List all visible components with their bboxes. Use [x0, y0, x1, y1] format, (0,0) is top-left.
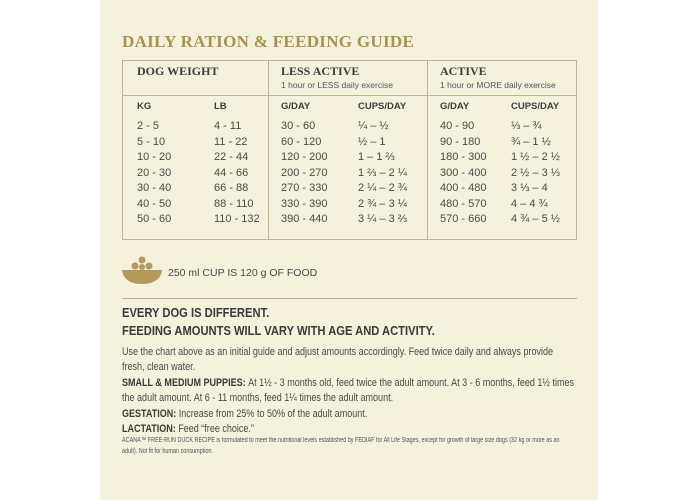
cell: 2 ½ – 3 ⅓: [511, 166, 560, 179]
cell: 4 – 4 ¾: [511, 197, 548, 210]
cell: 10 - 20: [137, 151, 172, 163]
cell: 120 - 200: [281, 151, 328, 163]
cell: 180 - 300: [440, 151, 487, 163]
headline: EVERY DOG IS DIFFERENT.: [122, 305, 270, 320]
group-title: DOG WEIGHT: [137, 64, 219, 78]
cell: 1 ⅔ – 2 ¼: [358, 166, 407, 179]
paragraph: GESTATION: Increase from 25% to 50% of th…: [122, 407, 578, 422]
cell: 3 ⅓ – 4: [511, 182, 548, 194]
cell: 400 - 480: [440, 182, 487, 194]
cell: 66 - 88: [214, 182, 249, 194]
cell: 570 - 660: [440, 213, 487, 225]
panel: [100, 0, 598, 500]
cell: ¾ – 1 ½: [511, 135, 551, 148]
paragraph-label: GESTATION:: [122, 407, 177, 420]
cell: 5 - 10: [137, 135, 166, 148]
group-subtitle: 1 hour or LESS daily exercise: [281, 80, 393, 90]
cell: 22 - 44: [214, 151, 249, 163]
cell: ¼ – ½: [358, 120, 389, 132]
cell: 1 – 1 ⅔: [358, 151, 395, 163]
column-header: KG: [137, 101, 152, 112]
cup-note: 250 ml CUP IS 120 g OF FOOD: [168, 267, 318, 279]
paragraph-text: At 1½ - 3 months old, feed twice the adu…: [122, 376, 574, 405]
group-title: LESS ACTIVE: [281, 64, 360, 78]
paragraph: SMALL & MEDIUM PUPPIES: At 1½ - 3 months …: [122, 376, 578, 407]
cell: 2 ¼ – 2 ¾: [358, 182, 407, 194]
cell: ⅓ – ¾: [511, 120, 542, 132]
divider: [268, 60, 269, 240]
group-title: ACTIVE: [440, 64, 487, 78]
column-header: G/DAY: [440, 101, 470, 112]
cell: 480 - 570: [440, 197, 487, 210]
paragraph: Use the chart above as an initial guide …: [122, 345, 578, 376]
cell: 330 - 390: [281, 197, 328, 210]
cell: 20 - 30: [137, 166, 172, 179]
cell: 300 - 400: [440, 166, 487, 179]
column-header: LB: [214, 101, 227, 112]
cell: ½ – 1: [358, 135, 386, 148]
paragraph-text: Use the chart above as an initial guide …: [122, 346, 554, 374]
divider: [122, 95, 577, 96]
paragraph: LACTATION: Feed “free choice.”: [122, 422, 578, 437]
column-header: G/DAY: [281, 101, 311, 112]
paragraph-text: Increase from 25% to 50% of the adult am…: [178, 407, 368, 420]
cell: 40 - 50: [137, 197, 172, 210]
cell: 60 - 120: [281, 135, 322, 148]
cell: 2 - 5: [137, 120, 160, 132]
divider: [427, 60, 428, 240]
cell: 390 - 440: [281, 213, 328, 225]
cell: 4 ¾ – 5 ½: [511, 213, 560, 225]
cell: 88 - 110: [214, 197, 254, 210]
cell: 30 - 40: [137, 182, 172, 194]
cell: 200 - 270: [281, 166, 328, 179]
cell: 50 - 60: [137, 213, 172, 225]
paragraph-text: Feed “free choice.”: [178, 423, 254, 436]
cell: 44 - 66: [214, 166, 249, 179]
table-frame: [122, 60, 577, 240]
cell: 40 - 90: [440, 120, 475, 132]
paragraph-label: LACTATION:: [122, 423, 176, 436]
cup-icon: [122, 256, 162, 284]
cell: 90 - 180: [440, 135, 481, 148]
paragraph-label: SMALL & MEDIUM PUPPIES:: [122, 376, 246, 389]
column-header: CUPS/DAY: [358, 101, 407, 112]
cell: 270 - 330: [281, 182, 328, 194]
cell: 4 - 11: [214, 120, 242, 132]
cell: 3 ¼ – 3 ⅔: [358, 213, 407, 225]
cell: 30 - 60: [281, 120, 316, 132]
headline: FEEDING AMOUNTS WILL VARY WITH AGE AND A…: [122, 323, 435, 338]
divider: [122, 298, 577, 299]
cell: 110 - 132: [214, 213, 260, 225]
column-header: CUPS/DAY: [511, 101, 560, 112]
title: DAILY RATION & FEEDING GUIDE: [122, 32, 415, 51]
cell: 1 ½ – 2 ½: [511, 151, 560, 163]
cell: 2 ¾ – 3 ¼: [358, 197, 407, 210]
group-subtitle: 1 hour or MORE daily exercise: [440, 80, 556, 90]
footnote: ACANA™ FREE-RUN DUCK RECIPE is formulate…: [122, 437, 560, 455]
cell: 11 - 22: [214, 135, 248, 148]
paragraphs: Use the chart above as an initial guide …: [122, 345, 578, 437]
